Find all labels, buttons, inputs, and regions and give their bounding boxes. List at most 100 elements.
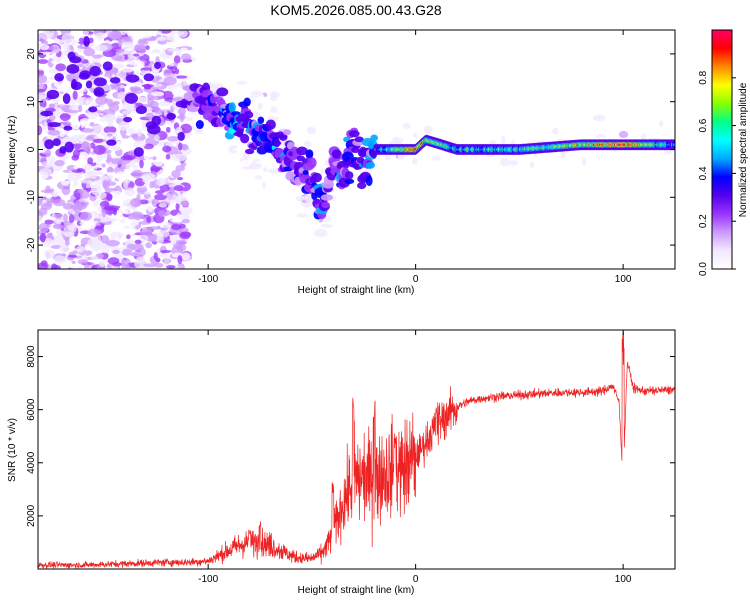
spectrogram-cell (165, 194, 178, 204)
spectrogram-cell (39, 232, 46, 243)
spectrogram-cell (154, 262, 164, 268)
spectrogram-cell (93, 135, 100, 140)
spectrogram-cell (135, 205, 148, 212)
spectrogram-cell (136, 128, 142, 137)
spectrogram-cell (83, 30, 90, 35)
spectrogram-cell (41, 125, 48, 131)
spectrogram-cell (39, 43, 50, 51)
spectrogram-cell (169, 186, 176, 195)
spectrogram-cell (223, 61, 235, 68)
spectrogram-cell (182, 80, 188, 86)
spectrogram-cell (38, 92, 47, 100)
spectrogram-cell (208, 53, 214, 62)
spectrogram-cell (90, 256, 99, 261)
spectrogram-ridge-cell (296, 146, 308, 156)
spectrogram-cell (86, 110, 98, 120)
spectrogram-cell (79, 151, 89, 161)
spectrogram-cell (50, 60, 57, 64)
spectrogram-cell (94, 162, 103, 167)
spectrogram-cell (100, 234, 110, 244)
spectrogram-cell (79, 117, 91, 124)
spectrogram-cell (89, 122, 95, 127)
spectrogram-cell (60, 105, 73, 113)
spectrogram-cell (111, 30, 122, 40)
colorbar-tick-label: 0.8 (698, 70, 709, 84)
spectrogram-cell (47, 156, 56, 162)
spectrogram-cell (99, 56, 108, 62)
spectrogram-cell (64, 236, 70, 247)
spectrogram-cell (171, 169, 181, 178)
spectrogram-cell (145, 242, 152, 249)
spectrogram-cell (75, 96, 85, 104)
spectrogram-cell (73, 165, 79, 170)
spectrogram-cell (402, 122, 411, 129)
spectrogram-cell (40, 30, 52, 40)
spectrogram-cell (79, 211, 93, 221)
spectrogram-cell (111, 245, 117, 250)
spectrogram-cell (175, 239, 187, 246)
spectrogram-ridge-cell (282, 129, 292, 136)
spectrogram-cell (38, 248, 44, 254)
spectrogram-marks (38, 30, 675, 269)
spectrogram-ridge-cell (52, 138, 61, 147)
spectrogram-cell (46, 191, 52, 199)
spectrogram-cell (99, 260, 106, 267)
spectrogram-ridge-cell (357, 182, 367, 190)
spectrogram-cell (49, 114, 56, 122)
spectrogram-cell (83, 47, 96, 57)
spectrogram-y-tick-label: -20 (26, 237, 37, 252)
spectrogram-cell (97, 253, 104, 259)
spectrogram-cell (256, 160, 270, 165)
spectrogram-cell (50, 205, 57, 214)
spectrogram-cell (63, 42, 70, 50)
spectrogram-band-core (672, 143, 675, 147)
spectrogram-cell (119, 84, 126, 89)
spectrogram-cell (94, 44, 108, 52)
spectrogram-cell (112, 249, 120, 255)
spectrogram-cell (144, 190, 152, 195)
spectrogram-cell (72, 149, 80, 159)
spectrogram-cell (59, 133, 65, 138)
spectrogram-cell (79, 133, 86, 140)
spectrogram-cell (158, 202, 167, 208)
spectrogram-cell (38, 125, 43, 136)
spectrogram-cell (171, 86, 184, 97)
spectrogram-cell (109, 190, 122, 196)
spectrogram-cell (45, 185, 51, 194)
spectrogram-cell (77, 259, 89, 265)
spectrogram-cell (137, 44, 147, 54)
spectrogram-cell (296, 213, 308, 218)
spectrogram-ridge-cell (240, 133, 250, 144)
spectrogram-cell (134, 239, 142, 245)
spectrogram-cell (68, 254, 78, 258)
spectrogram-cell (181, 144, 189, 151)
spectrogram-cell (163, 68, 173, 76)
spectrogram-ridge-cell (85, 80, 93, 89)
spectrogram-cell (194, 133, 204, 138)
spectrogram-cell (169, 66, 178, 71)
spectrogram-ridge-peak (302, 169, 309, 175)
spectrogram-cell (176, 176, 184, 181)
spectrogram-cell (139, 234, 149, 242)
spectrogram-cell (61, 33, 75, 44)
snr-y-tick-label: 2000 (26, 504, 37, 527)
spectrogram-cell (139, 159, 144, 169)
spectrogram-cell (93, 144, 106, 155)
figure-title: KOM5.2026.085.00.43.G28 (270, 2, 441, 18)
spectrogram-ridge-cell (243, 111, 254, 119)
spectrogram-cell (38, 215, 43, 223)
spectrogram-y-tick-label: 0 (26, 146, 37, 152)
spectrogram-ridge-cell (124, 92, 139, 104)
spectrogram-ridge-cell (166, 112, 177, 120)
spectrogram-cell (270, 106, 278, 113)
spectrogram-ridge-cell (257, 116, 265, 125)
spectrogram-y-tick-label: 10 (26, 96, 37, 108)
spectrogram-cell (172, 50, 183, 58)
spectrogram-y-ticks: -20 -10 0 10 20 (26, 48, 675, 252)
spectrogram-cell (114, 234, 121, 242)
spectrogram-cell (250, 90, 263, 98)
spectrogram-cell (136, 96, 148, 104)
spectrogram-cell (156, 177, 166, 187)
